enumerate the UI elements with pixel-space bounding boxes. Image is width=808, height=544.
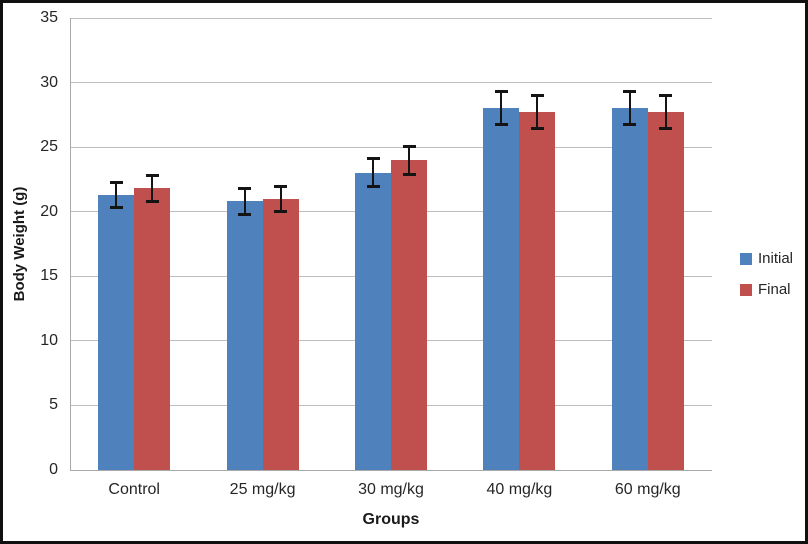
x-tick-label: 25 mg/kg [229, 481, 296, 498]
error-bar-line [372, 157, 374, 189]
error-bar-line [536, 94, 539, 131]
error-bar-line [279, 184, 282, 213]
legend-item-initial: Initial [740, 251, 793, 267]
error-bar-initial-1 [109, 180, 123, 210]
error-bar-captop [530, 94, 544, 98]
gridline [70, 82, 712, 84]
x-axis-title: Groups [362, 511, 420, 528]
legend: Initial Final [740, 251, 793, 313]
y-tick-label: 5 [49, 396, 58, 414]
error-bar-initial-4 [494, 90, 508, 127]
error-bar-final-3 [402, 144, 416, 176]
error-bar-capbot [659, 127, 673, 131]
y-axis-line [70, 18, 71, 470]
error-bar-capbot [402, 172, 416, 176]
bar-final-2 [262, 198, 299, 470]
error-bar-captop [402, 144, 416, 148]
error-bar-capbot [109, 206, 123, 210]
error-bar-captop [109, 180, 123, 184]
error-bar-line [500, 90, 503, 127]
error-bar-capbot [238, 212, 252, 216]
legend-label: Final [758, 281, 791, 298]
bar-initial-5 [611, 108, 648, 470]
error-bar-capbot [494, 123, 508, 127]
y-tick-label: 35 [40, 9, 58, 26]
bar-final-4 [519, 112, 556, 470]
error-bar-line [243, 187, 246, 216]
error-bar-capbot [530, 127, 544, 131]
legend-swatch-icon [740, 284, 752, 296]
bar-initial-1 [98, 194, 135, 470]
y-tick-label: 20 [40, 202, 58, 220]
error-bar-line [664, 94, 667, 131]
error-bar-line [628, 90, 631, 127]
x-tick-label: 60 mg/kg [614, 481, 681, 498]
error-bar-capbot [366, 185, 380, 189]
error-bar-captop [238, 187, 252, 191]
error-bar-line [115, 180, 118, 210]
legend-swatch-icon [740, 253, 752, 265]
error-bar-captop [145, 174, 159, 178]
y-tick-label: 15 [40, 267, 58, 285]
legend-label: Initial [758, 250, 794, 267]
error-bar-captop [366, 157, 380, 161]
bar-final-5 [647, 112, 684, 470]
error-bar-initial-2 [238, 187, 252, 216]
gridline [70, 17, 712, 19]
error-bar-captop [494, 90, 508, 94]
error-bar-capbot [623, 123, 637, 127]
y-tick-label: 30 [40, 73, 58, 91]
bar-initial-4 [483, 108, 520, 470]
error-bar-final-2 [274, 184, 288, 213]
error-bar-captop [623, 90, 637, 94]
error-bar-initial-5 [623, 90, 637, 127]
y-tick-label: 0 [49, 461, 58, 478]
y-axis-title: Body Weight (g) [11, 186, 28, 302]
error-bar-initial-3 [366, 157, 380, 189]
legend-item-final: Final [740, 282, 793, 298]
bar-initial-3 [355, 172, 391, 470]
gridline [70, 146, 712, 148]
x-tick-label: 30 mg/kg [358, 481, 424, 498]
x-axis-line [70, 470, 712, 471]
error-bar-captop [659, 94, 673, 98]
error-bar-line [151, 174, 154, 203]
bar-final-3 [391, 160, 427, 470]
x-tick-label: Control [108, 481, 160, 498]
error-bar-final-5 [659, 94, 673, 131]
error-bar-capbot [145, 199, 159, 203]
error-bar-capbot [274, 210, 288, 213]
error-bar-final-1 [145, 174, 159, 203]
x-tick-label: 40 mg/kg [486, 481, 553, 498]
error-bar-line [408, 144, 410, 176]
error-bar-captop [274, 184, 288, 188]
y-tick-label: 25 [40, 138, 58, 156]
bar-initial-2 [226, 201, 263, 470]
y-tick-label: 10 [40, 331, 58, 349]
error-bar-final-4 [530, 94, 544, 131]
bar-final-1 [134, 188, 171, 470]
